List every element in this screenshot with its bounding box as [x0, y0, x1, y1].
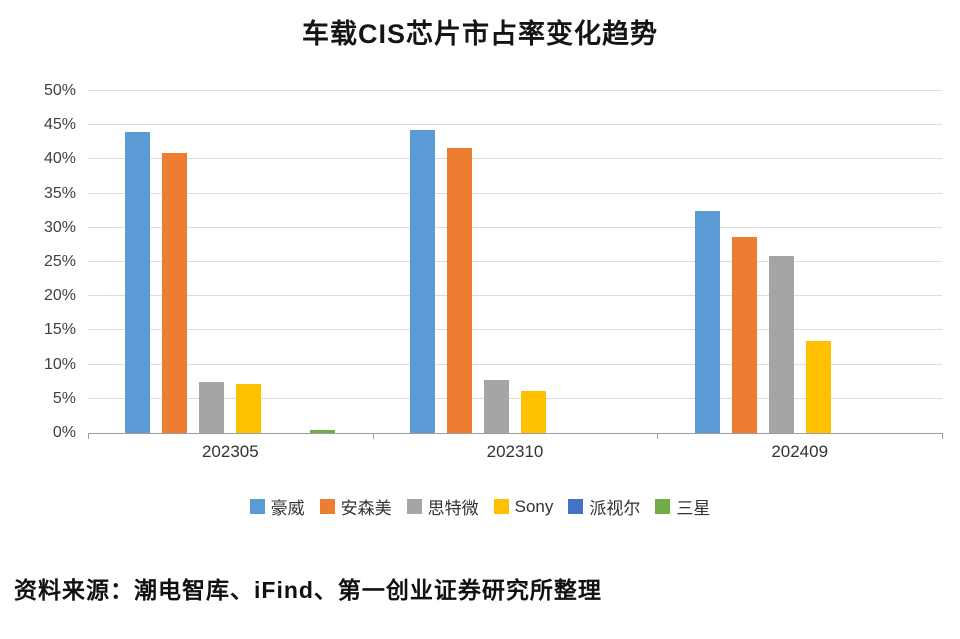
legend-item-安森美: 安森美: [319, 494, 392, 519]
bar-思特微-202310: [484, 380, 509, 433]
x-axis-tick: [88, 433, 89, 439]
bar-group-202310: [373, 91, 658, 433]
legend-swatch: [319, 499, 335, 514]
x-tick-label: 202310: [486, 442, 544, 461]
legend-label: Sony: [514, 496, 554, 516]
bar-group-202305: [88, 91, 373, 433]
gridline: [88, 90, 942, 91]
y-tick-label: 40%: [43, 150, 76, 168]
legend-item-思特微: 思特微: [406, 494, 479, 519]
legend-label: 思特微: [427, 499, 479, 518]
legend-swatch: [568, 499, 584, 514]
bar-安森美-202310: [447, 148, 472, 433]
gridline: [88, 124, 942, 126]
bar-Sony-202305: [236, 384, 262, 433]
y-tick-label: 25%: [43, 253, 76, 270]
legend-label: 三星: [676, 499, 711, 518]
gridline: [88, 295, 942, 297]
legend-item-派视尔: 派视尔: [568, 494, 640, 519]
y-tick-label: 15%: [43, 321, 76, 339]
source-note: 资料来源：潮电智库、iFind、第一创业证券研究所整理: [14, 577, 602, 603]
legend-swatch: [406, 499, 422, 514]
y-tick-label: 30%: [43, 218, 76, 236]
y-tick-label: 10%: [43, 355, 76, 373]
legend-swatch: [655, 499, 671, 514]
legend-item-豪威: 豪威: [249, 494, 305, 519]
bar-Sony-202310: [521, 390, 546, 433]
bars-row: [88, 91, 942, 433]
x-axis-tick: [942, 433, 943, 439]
x-axis-labels: 202305 202310 202409: [88, 442, 942, 462]
gridline: [88, 363, 942, 365]
y-tick-label: 0%: [52, 424, 76, 441]
bar-豪威-202310: [410, 130, 435, 433]
gridline: [88, 192, 942, 194]
bar-安森美-202409: [731, 237, 757, 433]
bar-豪威-202409: [694, 210, 720, 433]
gridline: [88, 226, 942, 228]
gridline: [88, 397, 942, 399]
gridline: [88, 158, 942, 160]
bar-三星-202305: [310, 430, 336, 433]
legend-label: 安森美: [340, 499, 392, 518]
legend-label: 派视尔: [589, 499, 641, 518]
legend-item-三星: 三星: [655, 494, 710, 519]
y-tick-label: 20%: [43, 287, 76, 305]
chart-title: 车载CIS芯片市占率变化趋势: [301, 19, 658, 49]
bar-chart: 0% 5% 10% 15% 20% 25% 30% 35% 40% 45% 50% 202305 20…: [30, 83, 943, 462]
bar-Sony-202409: [805, 340, 831, 433]
x-axis-spacer: [30, 442, 88, 462]
y-tick-label: 5%: [52, 389, 76, 407]
gridline: [88, 261, 942, 262]
y-tick-label: 50%: [43, 82, 76, 99]
y-tick-label: 45%: [43, 116, 76, 134]
gridline: [88, 329, 942, 331]
bar-豪威-202305: [125, 132, 151, 433]
bar-思特微-202305: [199, 381, 225, 433]
legend-label: 豪威: [270, 499, 305, 518]
y-tick-label: 35%: [43, 184, 76, 202]
legend-swatch: [249, 499, 265, 514]
y-axis: 0% 5% 10% 15% 20% 25% 30% 35% 40% 45% 50%: [30, 83, 88, 441]
bar-思特微-202409: [768, 255, 794, 433]
legend-swatch: [493, 499, 509, 514]
x-tick-label: 202409: [771, 442, 829, 461]
x-axis-tick: [657, 433, 659, 439]
x-tick-label: 202305: [201, 442, 259, 461]
x-axis-tick: [372, 433, 374, 439]
legend: 豪威 安森美 思特微 Sony 派视尔 三星: [0, 494, 960, 519]
x-axis: 202305 202310 202409: [30, 442, 942, 462]
bar-group-202409: [657, 91, 942, 433]
bar-安森美-202305: [162, 152, 188, 433]
legend-item-Sony: Sony: [493, 496, 554, 517]
plot-area: [88, 90, 943, 439]
page: 车载CIS芯片市占率变化趋势 0% 5% 10% 15% 20% 25% 30% 35% 40%…: [0, 19, 960, 603]
